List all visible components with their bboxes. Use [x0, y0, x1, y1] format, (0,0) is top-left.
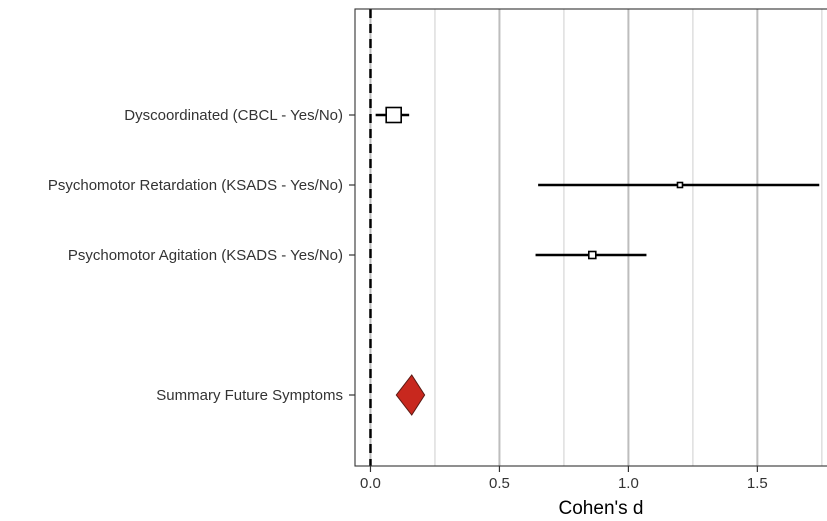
x-tick-label: 1.5 — [747, 475, 768, 492]
y-tick-label: Psychomotor Retardation (KSADS - Yes/No) — [48, 177, 343, 194]
point-estimate-square — [677, 183, 682, 188]
x-axis: 0.0 0.5 1.0 1.5 — [360, 466, 768, 492]
y-tick-label: Summary Future Symptoms — [156, 387, 343, 404]
grid-lines — [370, 9, 821, 466]
x-tick-label: 0.0 — [360, 475, 381, 492]
study-estimate — [536, 252, 647, 259]
plot-marks — [376, 108, 820, 416]
x-tick-label: 0.5 — [489, 475, 510, 492]
study-estimate — [538, 183, 819, 188]
y-axis: Dyscoordinated (CBCL - Yes/No) Psychomoto… — [48, 107, 355, 404]
plot-panel-border — [355, 9, 827, 466]
x-axis-title: Cohen's d — [559, 498, 644, 519]
y-tick-label: Dyscoordinated (CBCL - Yes/No) — [124, 107, 343, 124]
point-estimate-square — [589, 252, 596, 259]
point-estimate-square — [386, 108, 401, 123]
summary-diamond — [396, 375, 424, 415]
y-tick-label: Psychomotor Agitation (KSADS - Yes/No) — [68, 247, 343, 264]
study-estimate — [376, 108, 410, 123]
x-tick-label: 1.0 — [618, 475, 639, 492]
